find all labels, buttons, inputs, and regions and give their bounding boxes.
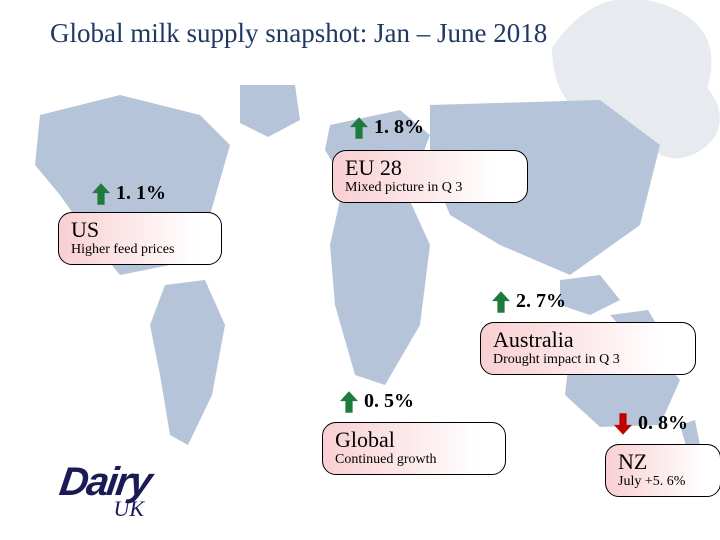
us-name: US [71, 217, 209, 242]
us-box: US Higher feed prices [58, 212, 222, 265]
global-pct: 0. 5% [364, 390, 414, 413]
australia-stat: 2. 7% [492, 290, 566, 313]
eu-pct: 1. 8% [374, 116, 424, 139]
us-pct: 1. 1% [116, 182, 166, 205]
arrow-up-icon [350, 117, 368, 139]
nz-box: NZ July +5. 6% [605, 444, 720, 497]
global-note: Continued growth [335, 452, 493, 468]
eu-stat: 1. 8% [350, 116, 424, 139]
australia-name: Australia [493, 327, 683, 352]
eu-note: Mixed picture in Q 3 [345, 180, 515, 196]
australia-note: Drought impact in Q 3 [493, 352, 683, 368]
australia-pct: 2. 7% [516, 290, 566, 313]
global-stat: 0. 5% [340, 390, 414, 413]
us-stat: 1. 1% [92, 182, 166, 205]
nz-pct: 0. 8% [638, 412, 688, 435]
eu-box: EU 28 Mixed picture in Q 3 [332, 150, 528, 203]
global-name: Global [335, 427, 493, 452]
page-title: Global milk supply snapshot: Jan – June … [50, 18, 547, 49]
nz-stat: 0. 8% [614, 412, 688, 435]
global-box: Global Continued growth [322, 422, 506, 475]
dairy-uk-logo: Dairy UK [60, 466, 150, 522]
nz-note: July +5. 6% [618, 474, 708, 490]
eu-name: EU 28 [345, 155, 515, 180]
logo-text-main: Dairy [58, 466, 153, 498]
arrow-up-icon [92, 183, 110, 205]
arrow-up-icon [492, 291, 510, 313]
us-note: Higher feed prices [71, 242, 209, 258]
slide: Global milk supply snapshot: Jan – June … [0, 0, 720, 540]
arrow-down-icon [614, 413, 632, 435]
arrow-up-icon [340, 391, 358, 413]
nz-name: NZ [618, 449, 708, 474]
australia-box: Australia Drought impact in Q 3 [480, 322, 696, 375]
